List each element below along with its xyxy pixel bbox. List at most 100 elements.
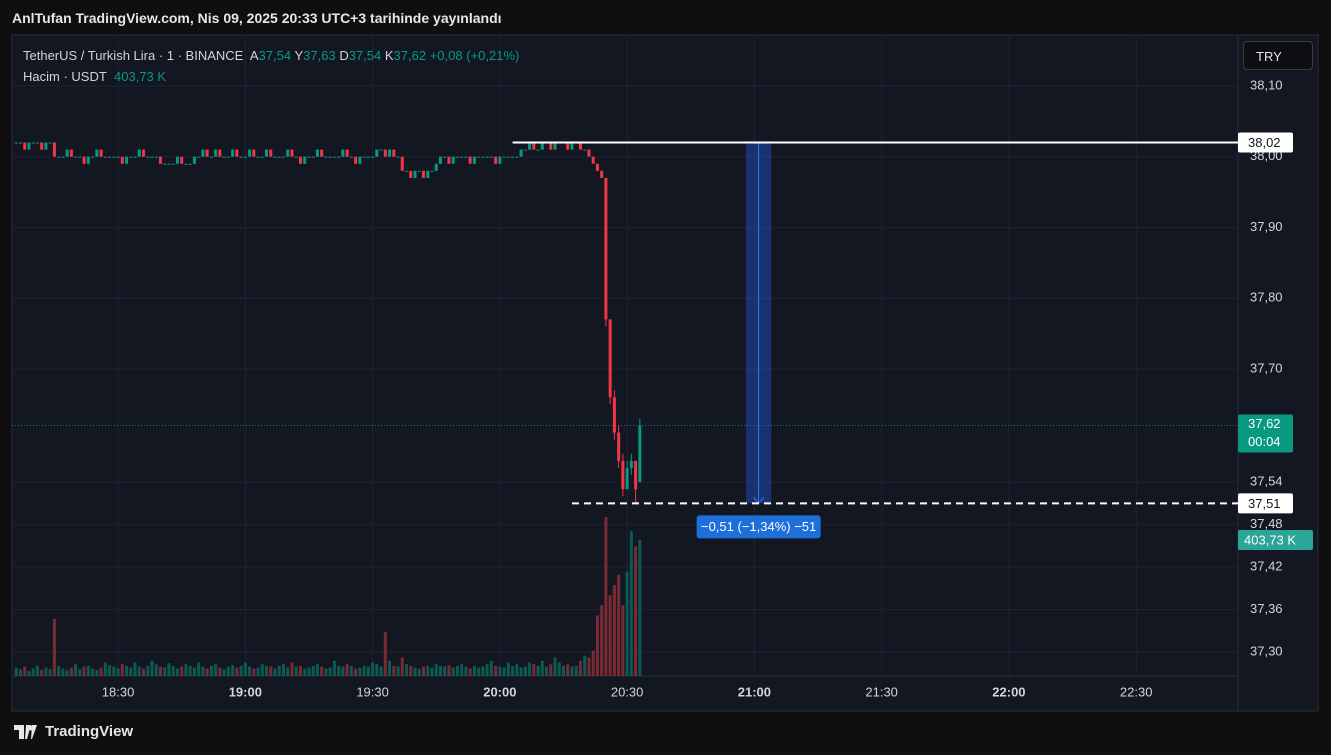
candle-body — [337, 156, 341, 158]
ohlc-key: Y — [294, 48, 304, 63]
footer: TradingView — [14, 723, 133, 740]
volume-title: Hacim · USDT — [23, 69, 107, 84]
candle-body — [540, 142, 544, 150]
x-tick-label: 21:00 — [738, 684, 771, 699]
volume-bar — [248, 666, 252, 676]
price-badge-label: 38,02 — [1248, 135, 1281, 150]
ohlc-value: 37,63 — [303, 48, 336, 63]
candle-body — [14, 142, 18, 144]
volume-bar — [282, 664, 286, 676]
volume-bar — [260, 664, 264, 676]
candle-body — [371, 156, 375, 158]
volume-bar — [561, 665, 565, 676]
candle-body — [608, 319, 612, 398]
volume-bar — [583, 655, 587, 676]
candle-body — [468, 156, 472, 164]
x-tick-label: 20:00 — [483, 684, 516, 699]
volume-bar — [413, 667, 417, 676]
candle-body — [150, 156, 154, 158]
ohlc-value: 37,54 — [348, 48, 382, 63]
candle-body — [341, 149, 345, 157]
candle-body — [332, 156, 336, 158]
volume-bar — [638, 540, 642, 676]
volume-bar — [519, 667, 523, 676]
legend-row: Hacim · USDT 403,73 K — [23, 66, 519, 87]
volume-bar — [481, 666, 485, 676]
x-tick-label: 18:30 — [102, 684, 135, 699]
volume-bar — [65, 669, 69, 676]
candle-body — [502, 156, 506, 158]
measure-label: −0,51 (−1,34%) −51 — [701, 519, 816, 534]
candle-body — [320, 149, 324, 157]
volume-bar — [570, 666, 574, 676]
volume-bar — [545, 666, 549, 676]
volume-bar — [383, 632, 387, 676]
volume-bar — [608, 595, 612, 676]
candle-body — [218, 149, 222, 157]
candle-body — [205, 149, 209, 157]
candle-body — [209, 156, 213, 158]
volume-bar — [163, 667, 167, 676]
volume-bar — [188, 665, 192, 676]
volume-bar — [349, 665, 353, 676]
volume-bar — [243, 662, 247, 676]
candle-body — [426, 170, 430, 178]
volume-bar — [91, 668, 95, 676]
volume-bar — [256, 667, 260, 676]
candle-body — [625, 467, 629, 490]
header-title: AnlTufan TradingView.com, Nis 09, 2025 2… — [12, 10, 502, 26]
candle-body — [27, 142, 31, 150]
candle-body — [256, 156, 260, 158]
volume-bar — [44, 667, 48, 676]
ohlc: A37,54 Y37,63 D37,54 K37,62 — [250, 48, 430, 63]
candle-body — [396, 156, 400, 158]
candle-body — [638, 425, 642, 483]
candle-body — [587, 149, 591, 157]
volume-bar — [574, 665, 578, 676]
candle-body — [443, 156, 447, 158]
volume-bar — [315, 664, 319, 676]
candle-body — [303, 156, 307, 164]
candle-body — [18, 142, 22, 144]
volume-bar — [108, 665, 112, 676]
candle-body — [481, 156, 485, 158]
candle-body — [629, 460, 633, 468]
volume-bar — [103, 662, 107, 676]
volume-bar — [214, 664, 218, 676]
candle-body — [553, 142, 557, 150]
candle-body — [494, 156, 498, 164]
candle-body — [392, 149, 396, 157]
ohlc-key: K — [384, 48, 394, 63]
candle-body — [345, 149, 349, 157]
volume-bar — [226, 666, 230, 676]
y-tick-label: 37,42 — [1250, 558, 1283, 573]
volume-bar — [617, 574, 621, 676]
candle-body — [171, 163, 175, 165]
volume-bar — [218, 667, 222, 676]
volume-bar — [388, 660, 392, 676]
candle-body — [129, 156, 133, 158]
volume-bar — [142, 668, 146, 676]
candle-body — [583, 149, 587, 151]
x-tick-label: 21:30 — [865, 684, 898, 699]
currency-button[interactable]: TRY — [1243, 41, 1313, 70]
volume-bar — [154, 664, 158, 676]
candle-body — [621, 460, 625, 490]
volume-bar — [392, 665, 396, 676]
candle-body — [248, 149, 252, 157]
volume-bar — [587, 657, 591, 676]
candle-body — [48, 142, 52, 144]
candle-body — [528, 142, 532, 150]
volume-bar — [14, 667, 18, 676]
volume-bar — [273, 668, 277, 676]
y-tick-label: 38,10 — [1250, 77, 1283, 92]
volume-bar — [578, 660, 582, 676]
volume-bar — [40, 669, 44, 676]
candle-body — [260, 156, 264, 158]
candle-body — [400, 156, 404, 171]
candle-body — [269, 149, 273, 157]
volume-bar — [324, 668, 328, 676]
candle-body — [192, 156, 196, 164]
volume-bar — [629, 531, 633, 676]
last-price-badge — [1238, 414, 1293, 453]
